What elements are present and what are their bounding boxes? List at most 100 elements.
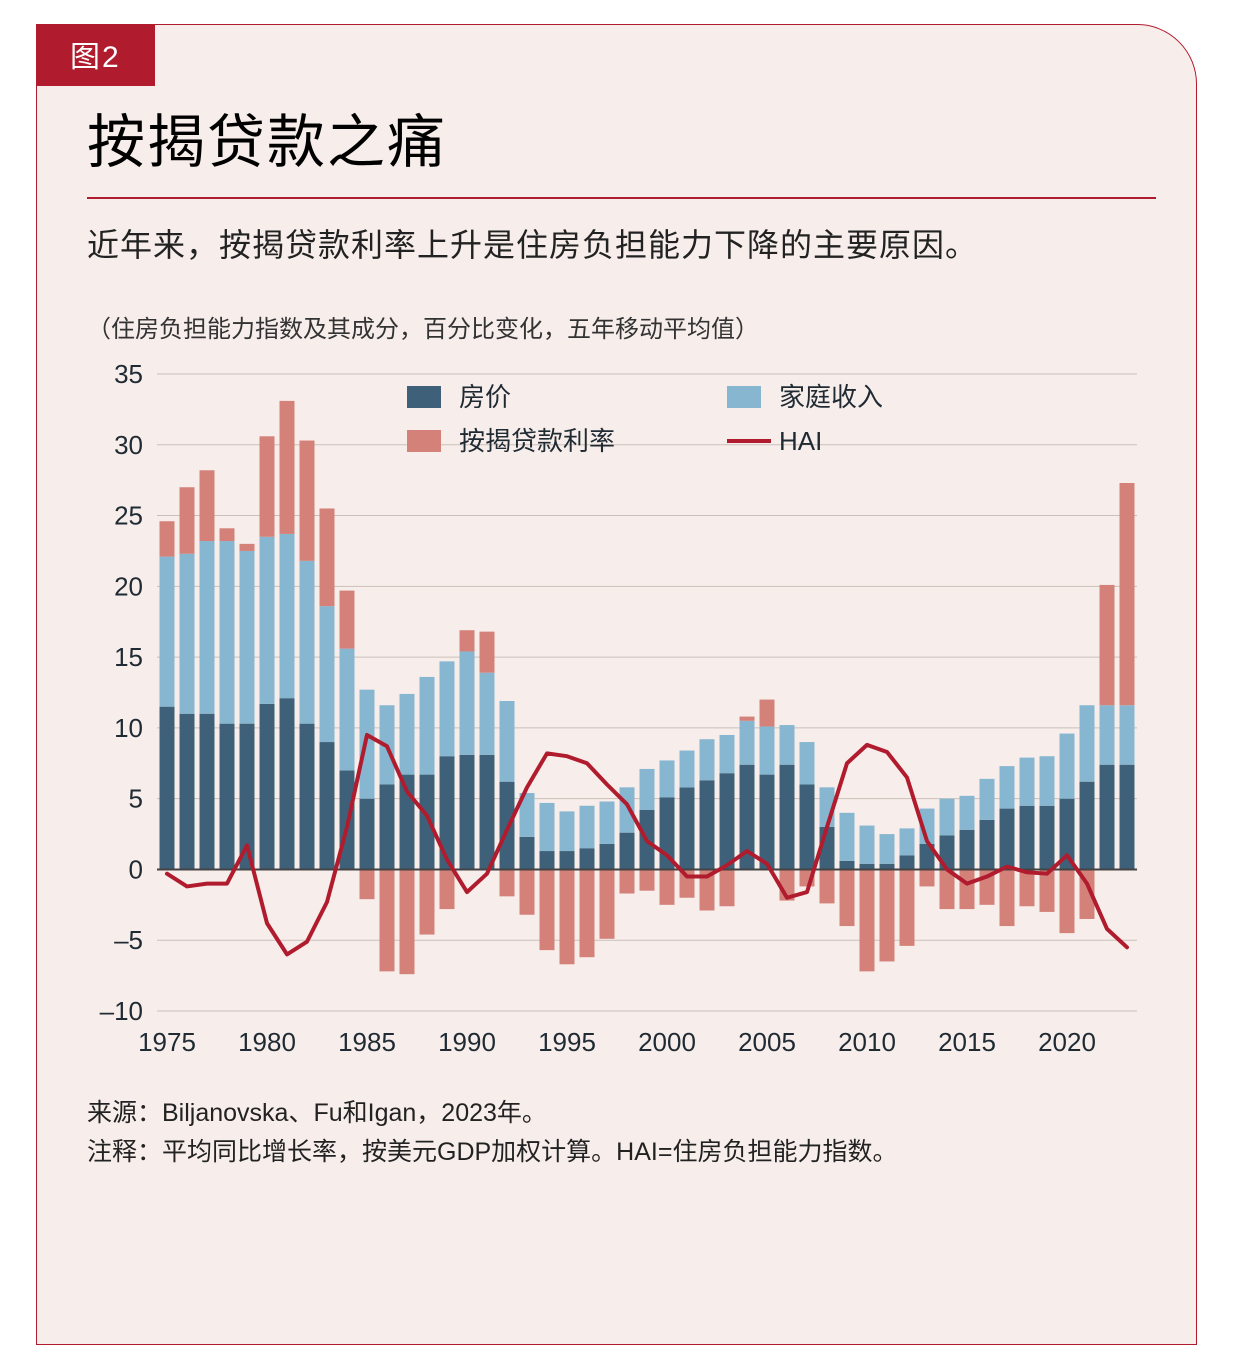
x-tick-label: 2020 xyxy=(1038,1027,1096,1057)
bar-mortgage_rate xyxy=(880,869,895,961)
bar-mortgage_rate xyxy=(960,869,975,909)
bar-mortgage_rate xyxy=(200,470,215,541)
bar-hh_income xyxy=(1000,766,1015,808)
bar-mortgage_rate xyxy=(160,521,175,556)
legend-label: 按揭贷款利率 xyxy=(459,426,615,456)
bar-house_price xyxy=(300,724,315,870)
bar-mortgage_rate xyxy=(1060,869,1075,933)
bar-house_price xyxy=(780,765,795,870)
bar-hh_income xyxy=(560,811,575,851)
x-tick-label: 1980 xyxy=(238,1027,296,1057)
bar-hh_income xyxy=(600,801,615,843)
bar-house_price xyxy=(320,742,335,869)
bar-hh_income xyxy=(760,726,775,774)
bar-house_price xyxy=(260,704,275,870)
bar-hh_income xyxy=(260,537,275,704)
x-tick-label: 2015 xyxy=(938,1027,996,1057)
chart-svg: –10–505101520253035197519801985199019952… xyxy=(87,356,1157,1066)
figure-wrapper: 图2 按揭贷款之痛 近年来，按揭贷款利率上升是住房负担能力下降的主要原因。 （住… xyxy=(0,0,1233,1369)
bar-mortgage_rate xyxy=(220,528,235,541)
bar-mortgage_rate xyxy=(260,436,275,537)
bar-mortgage_rate xyxy=(460,630,475,651)
bar-house_price xyxy=(700,780,715,869)
bar-mortgage_rate xyxy=(820,869,835,903)
bar-hh_income xyxy=(720,735,735,773)
bar-house_price xyxy=(1100,765,1115,870)
bar-mortgage_rate xyxy=(440,869,455,909)
bar-mortgage_rate xyxy=(900,869,915,945)
y-tick-label: 25 xyxy=(114,501,143,531)
bar-hh_income xyxy=(900,828,915,855)
bar-hh_income xyxy=(1080,705,1095,781)
bar-house_price xyxy=(960,830,975,870)
bar-hh_income xyxy=(280,534,295,698)
bar-house_price xyxy=(980,820,995,870)
axis-note: （住房负担能力指数及其成分，百分比变化，五年移动平均值） xyxy=(87,309,1156,344)
bar-hh_income xyxy=(240,551,255,724)
bar-house_price xyxy=(1040,806,1055,870)
bar-hh_income xyxy=(960,796,975,830)
bar-mortgage_rate xyxy=(360,869,375,899)
bar-mortgage_rate xyxy=(400,869,415,974)
chart-subtitle: 近年来，按揭贷款利率上升是住房负担能力下降的主要原因。 xyxy=(87,221,1156,269)
bar-hh_income xyxy=(300,561,315,724)
bar-house_price xyxy=(1020,806,1035,870)
bar-house_price xyxy=(580,848,595,869)
bar-house_price xyxy=(460,755,475,870)
bar-mortgage_rate xyxy=(660,869,675,904)
bar-house_price xyxy=(480,755,495,870)
bar-hh_income xyxy=(420,677,435,775)
x-tick-label: 2005 xyxy=(738,1027,796,1057)
bar-hh_income xyxy=(480,673,495,755)
bar-mortgage_rate xyxy=(480,632,495,673)
bar-hh_income xyxy=(880,834,895,864)
bar-hh_income xyxy=(160,557,175,707)
x-tick-label: 1985 xyxy=(338,1027,396,1057)
y-tick-label: 15 xyxy=(114,642,143,672)
chart-source-note: 来源：Biljanovska、Fu和Igan，2023年。 注释：平均同比增长率… xyxy=(87,1094,1156,1172)
bar-hh_income xyxy=(500,701,515,782)
bar-house_price xyxy=(380,785,395,870)
bar-house_price xyxy=(520,837,535,870)
bar-hh_income xyxy=(740,721,755,765)
bar-house_price xyxy=(200,714,215,870)
bar-house_price xyxy=(840,861,855,869)
bar-house_price xyxy=(540,851,555,869)
x-tick-label: 1975 xyxy=(138,1027,196,1057)
legend-label: 家庭收入 xyxy=(779,382,883,412)
y-tick-label: 5 xyxy=(129,784,143,814)
bar-hh_income xyxy=(200,541,215,714)
bar-mortgage_rate xyxy=(380,869,395,971)
legend-label: HAI xyxy=(779,426,822,456)
bar-mortgage_rate xyxy=(1100,585,1115,705)
bar-house_price xyxy=(1080,782,1095,870)
bar-mortgage_rate xyxy=(180,487,195,554)
bar-mortgage_rate xyxy=(280,401,295,534)
bar-mortgage_rate xyxy=(580,869,595,957)
bar-hh_income xyxy=(180,554,195,714)
y-tick-label: 20 xyxy=(114,571,143,601)
bar-mortgage_rate xyxy=(720,869,735,906)
bar-mortgage_rate xyxy=(560,869,575,964)
chart-area: –10–505101520253035197519801985199019952… xyxy=(87,356,1157,1066)
bar-hh_income xyxy=(940,799,955,836)
note-line: 注释：平均同比增长率，按美元GDP加权计算。HAI=住房负担能力指数。 xyxy=(87,1133,1156,1172)
bar-mortgage_rate xyxy=(760,700,775,727)
bar-hh_income xyxy=(540,803,555,851)
y-tick-label: 35 xyxy=(114,359,143,389)
bar-mortgage_rate xyxy=(920,869,935,886)
bar-hh_income xyxy=(1100,705,1115,764)
bar-hh_income xyxy=(660,760,675,797)
bar-mortgage_rate xyxy=(340,591,355,649)
bar-mortgage_rate xyxy=(520,869,535,914)
bar-mortgage_rate xyxy=(600,869,615,938)
bar-hh_income xyxy=(1120,705,1135,764)
bar-mortgage_rate xyxy=(320,508,335,606)
x-tick-label: 1990 xyxy=(438,1027,496,1057)
bar-mortgage_rate xyxy=(500,869,515,896)
y-tick-label: –5 xyxy=(114,925,143,955)
bar-house_price xyxy=(1120,765,1135,870)
bar-hh_income xyxy=(780,725,795,765)
source-line: 来源：Biljanovska、Fu和Igan，2023年。 xyxy=(87,1094,1156,1133)
bar-hh_income xyxy=(800,742,815,784)
